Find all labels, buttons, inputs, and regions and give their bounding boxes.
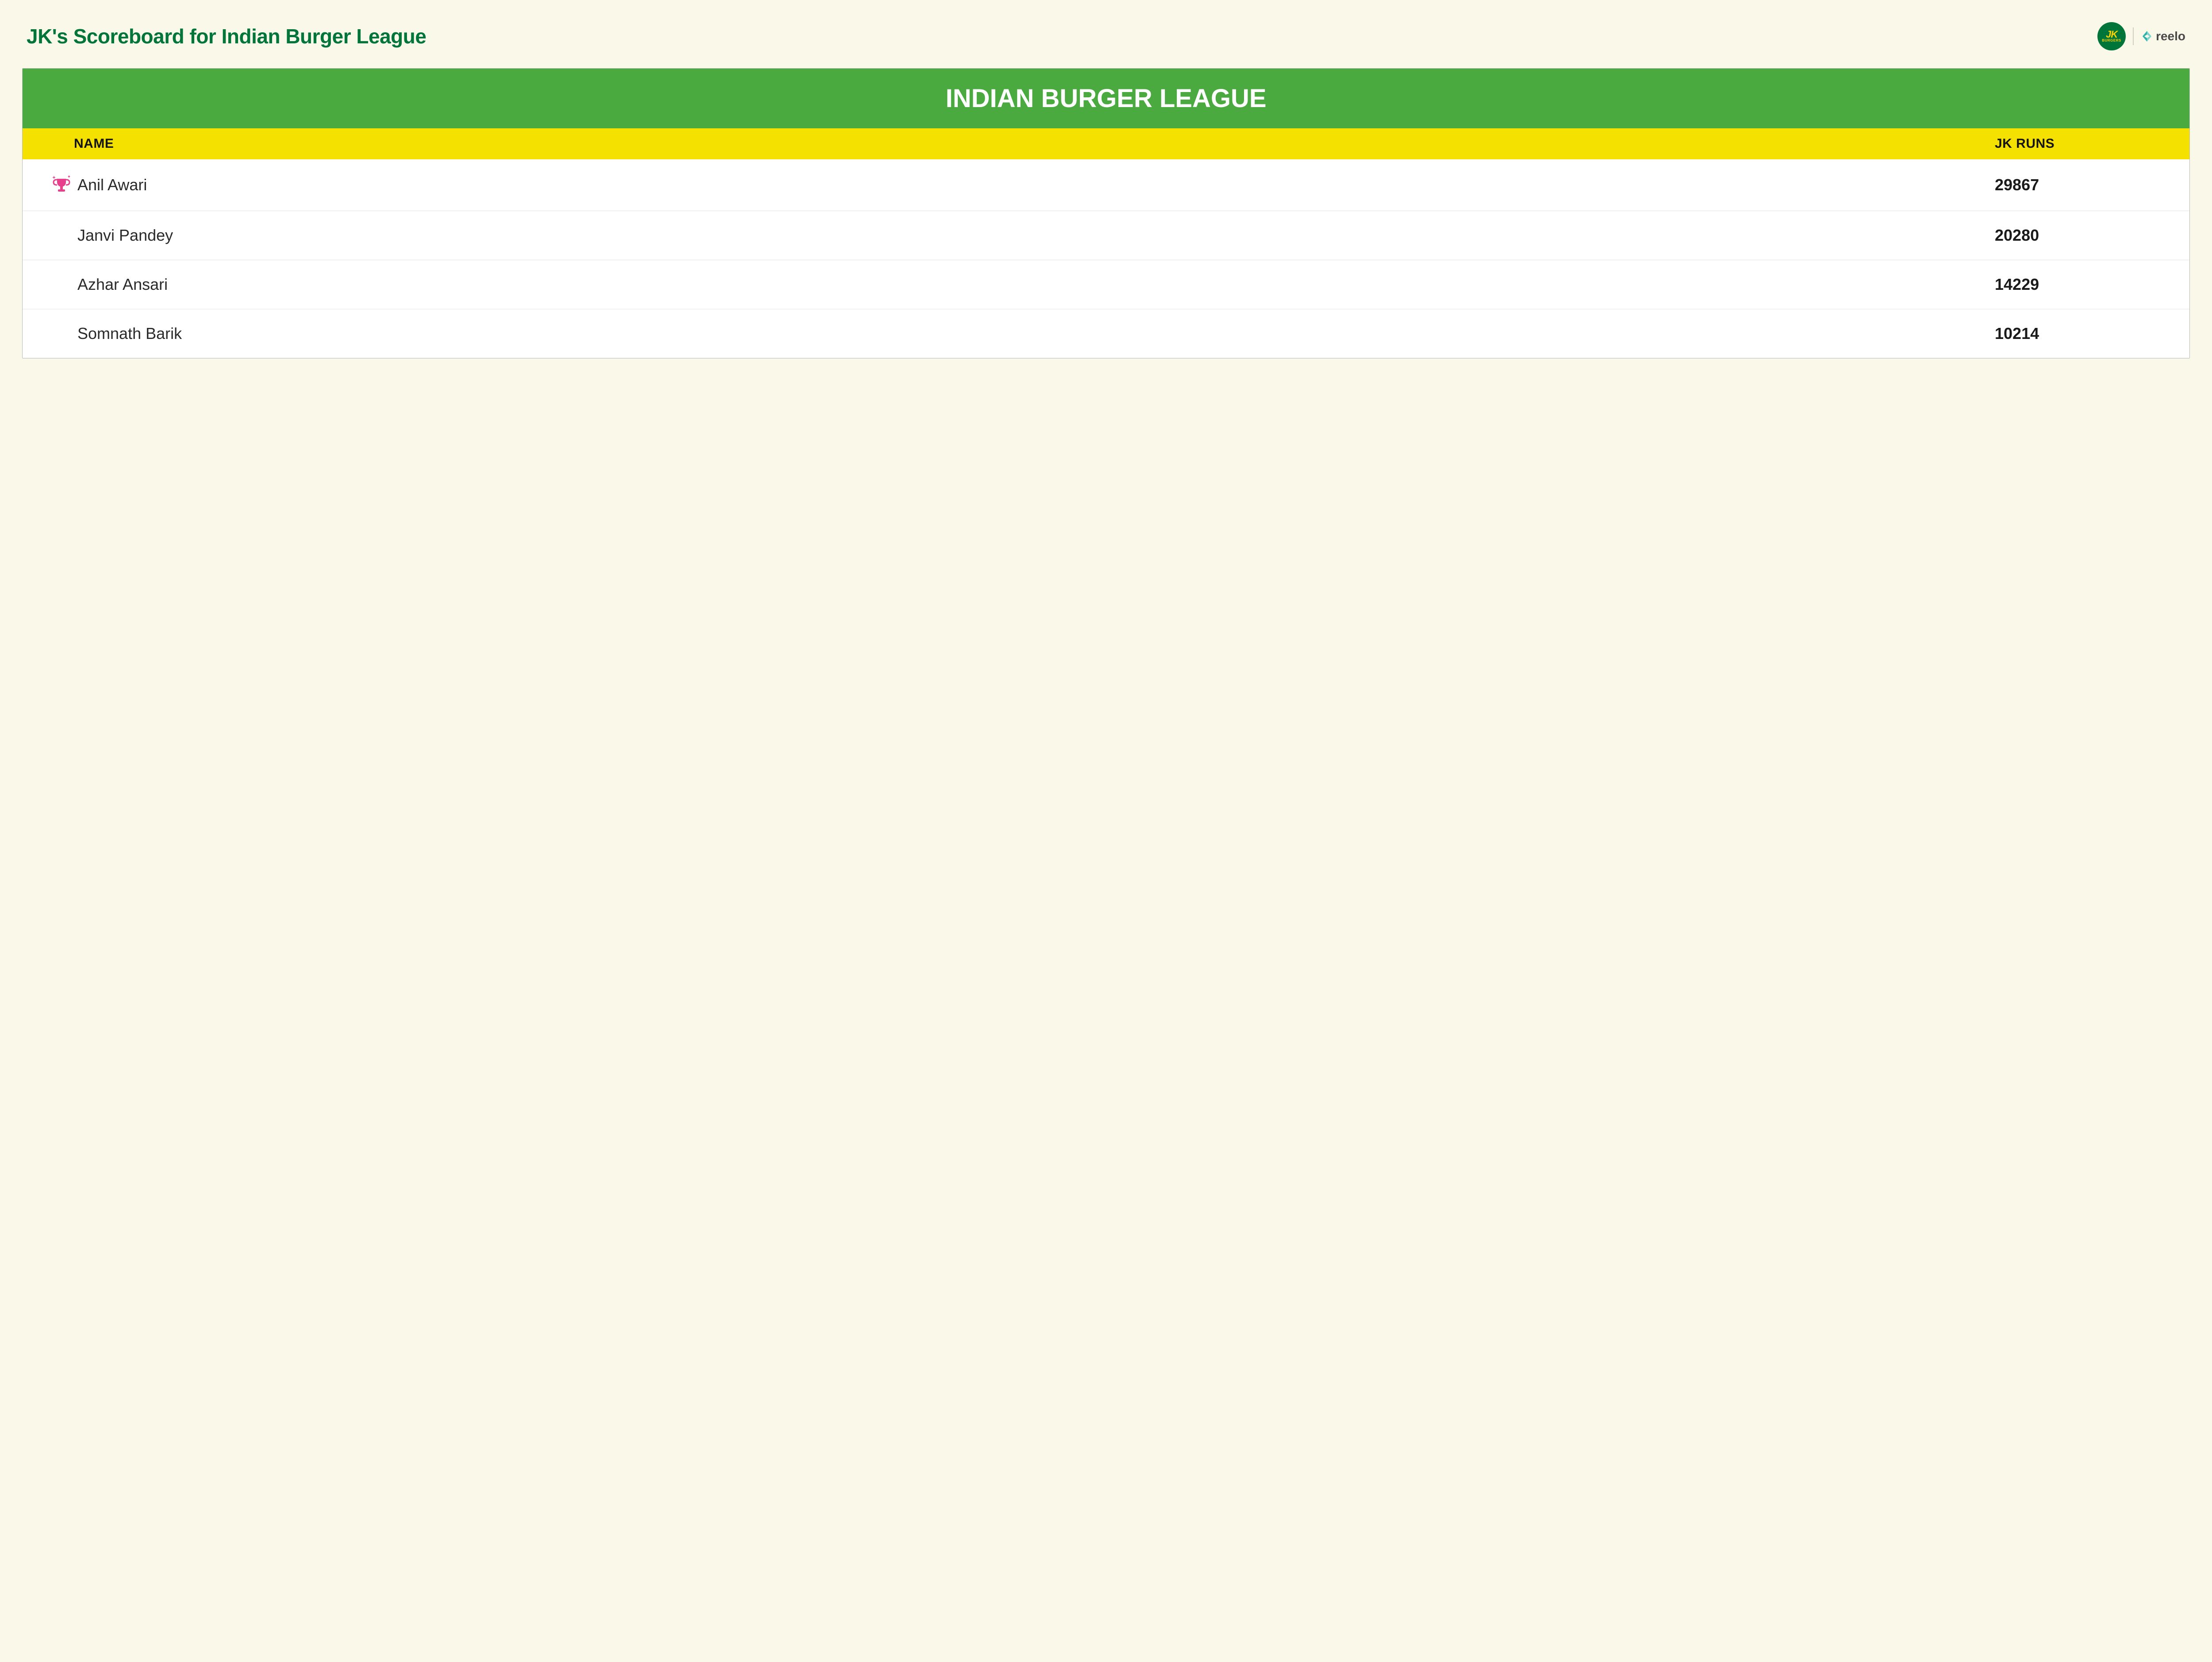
scoreboard-rows: Anil Awari 29867 Janvi Pandey 20280 Azhar An… (23, 159, 2189, 358)
table-row: Janvi Pandey 20280 (23, 211, 2189, 260)
column-header-name: NAME (49, 136, 1995, 151)
row-name-cell: Azhar Ansari (49, 275, 1995, 294)
column-header-row: NAME JK RUNS (23, 128, 2189, 159)
row-runs: 29867 (1995, 176, 2163, 194)
trophy-slot (49, 174, 74, 196)
reelo-logo: reelo (2141, 29, 2185, 43)
reelo-icon (2141, 30, 2153, 42)
row-name-cell: Janvi Pandey (49, 226, 1995, 245)
jk-burgers-logo: JK BURGERS (2097, 22, 2126, 50)
row-runs: 20280 (1995, 226, 2163, 245)
row-name: Somnath Barik (77, 324, 182, 343)
page-title: JK's Scoreboard for Indian Burger League (27, 24, 426, 48)
row-runs: 10214 (1995, 324, 2163, 343)
scoreboard: INDIAN BURGER LEAGUE NAME JK RUNS Anil A… (22, 68, 2190, 358)
logo-divider (2133, 27, 2134, 45)
row-name: Janvi Pandey (77, 226, 173, 245)
trophy-icon (51, 174, 72, 196)
table-row: Somnath Barik 10214 (23, 309, 2189, 358)
row-name-cell: Somnath Barik (49, 324, 1995, 343)
table-row: Anil Awari 29867 (23, 159, 2189, 211)
row-name: Azhar Ansari (77, 275, 168, 294)
page-header: JK's Scoreboard for Indian Burger League… (22, 22, 2190, 50)
logo-group: JK BURGERS reelo (2097, 22, 2185, 50)
board-title: INDIAN BURGER LEAGUE (23, 69, 2189, 128)
column-header-runs: JK RUNS (1995, 136, 2163, 151)
jk-logo-text: JK (2106, 30, 2117, 39)
reelo-text: reelo (2156, 29, 2185, 43)
table-row: Azhar Ansari 14229 (23, 260, 2189, 309)
row-name: Anil Awari (77, 176, 147, 194)
jk-logo-subtext: BURGERS (2102, 38, 2121, 42)
row-runs: 14229 (1995, 275, 2163, 294)
row-name-cell: Anil Awari (49, 174, 1995, 196)
